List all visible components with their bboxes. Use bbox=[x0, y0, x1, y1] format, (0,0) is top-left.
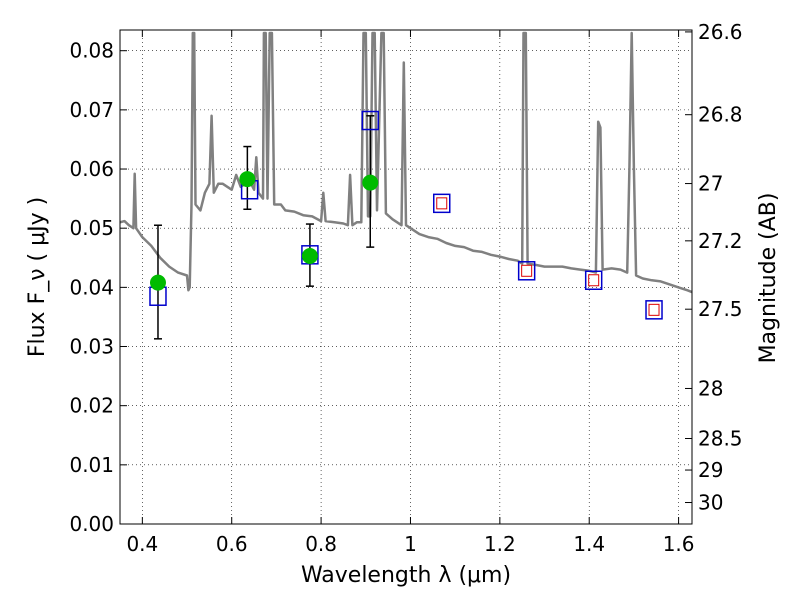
model-point-square bbox=[584, 270, 603, 291]
y2-tick-label: 28.5 bbox=[698, 426, 743, 450]
x-tick-label: 1.6 bbox=[663, 532, 695, 556]
y2-tick-label: 28 bbox=[698, 376, 723, 400]
y2-tick-label: 29 bbox=[698, 458, 723, 482]
y2-tick-label: 27 bbox=[698, 172, 723, 196]
x-axis-title: Wavelength λ (μm) bbox=[301, 563, 511, 588]
model-point-square bbox=[433, 193, 451, 214]
plot-clipped-group bbox=[120, 31, 692, 340]
observed-point bbox=[149, 274, 166, 291]
x-tick-label: 1.2 bbox=[484, 532, 516, 556]
y2-tick-label: 27.5 bbox=[698, 297, 743, 321]
model-point-square bbox=[517, 261, 536, 281]
model-point-square bbox=[361, 110, 379, 131]
y2-tick-label: 26.6 bbox=[698, 20, 743, 44]
observed-point bbox=[362, 174, 379, 191]
x-tick-label: 0.4 bbox=[126, 532, 158, 556]
y2-tick-label: 30 bbox=[698, 491, 723, 515]
y-tick-label: 0.03 bbox=[69, 335, 114, 359]
axis-ticks: 0.4 0.6 0.8 1 1.2 1.4 1.6 0.00 0.01 0.02 0.03 0.04 0… bbox=[69, 20, 742, 556]
y-tick-label: 0.00 bbox=[69, 512, 114, 536]
spectrum-line bbox=[120, 31, 692, 294]
plot-frame bbox=[119, 29, 693, 525]
y2-tick-label: 27.2 bbox=[698, 229, 743, 253]
observed-point bbox=[301, 247, 318, 264]
inner-point-square bbox=[436, 197, 448, 210]
observed-point bbox=[239, 171, 256, 188]
x-tick-label: 0.6 bbox=[216, 532, 248, 556]
y-tick-label: 0.08 bbox=[69, 39, 114, 63]
plot-area bbox=[120, 31, 692, 340]
inner-point-square bbox=[588, 274, 600, 287]
inner-point-square bbox=[648, 303, 660, 316]
x-tick-label: 1 bbox=[404, 532, 417, 556]
y2-axis-title: Magnitude (AB) bbox=[756, 193, 781, 364]
y-tick-label: 0.05 bbox=[69, 216, 114, 240]
y2-tick-label: 26.8 bbox=[698, 103, 743, 127]
y-axis-title: Flux F_ν ( μJy ) bbox=[25, 197, 50, 357]
model-point-square bbox=[645, 300, 663, 320]
y-tick-label: 0.01 bbox=[69, 453, 114, 477]
inner-point-square bbox=[521, 264, 533, 277]
y-tick-label: 0.06 bbox=[69, 157, 114, 181]
y-tick-label: 0.07 bbox=[69, 98, 114, 122]
y-tick-label: 0.04 bbox=[69, 275, 114, 299]
y-tick-label: 0.02 bbox=[69, 394, 114, 418]
x-tick-label: 1.4 bbox=[573, 532, 605, 556]
x-tick-label: 0.8 bbox=[305, 532, 337, 556]
